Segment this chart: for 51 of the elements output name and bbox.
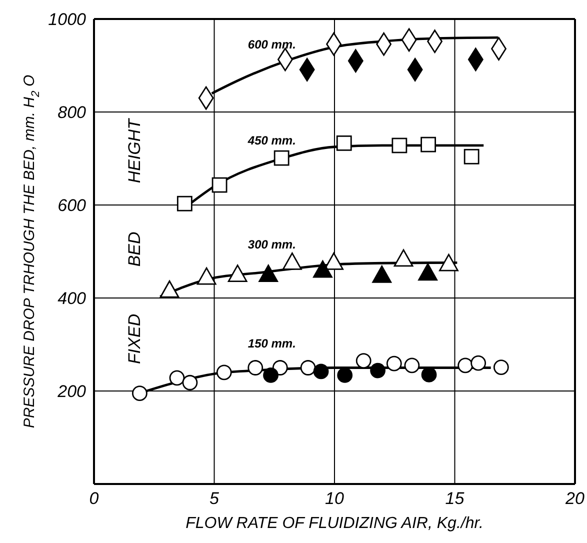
x-tick-label: 20 [564, 489, 585, 508]
point [418, 263, 438, 281]
point [176, 196, 192, 212]
annotation: FIXED [126, 314, 145, 364]
point [370, 362, 386, 378]
x-axis-title: FLOW RATE OF FLUIDIZING AIR, Kg./hr. [186, 515, 484, 532]
point [392, 138, 408, 154]
point [386, 356, 402, 372]
annotation: BED [126, 232, 145, 267]
point [160, 280, 180, 298]
x-tick-label: 5 [210, 489, 220, 508]
point [274, 150, 290, 166]
point [212, 177, 228, 193]
point [132, 386, 148, 402]
y-tick-label: 200 [56, 382, 87, 402]
point [420, 136, 436, 152]
point [470, 355, 486, 371]
annotation: 300 mm. [248, 238, 296, 252]
point [404, 358, 420, 374]
annotation: HEIGHT [126, 117, 145, 184]
point [372, 266, 392, 283]
point [182, 374, 198, 390]
point [196, 267, 216, 285]
point [439, 254, 458, 272]
x-tick-label: 0 [89, 489, 100, 508]
point [228, 264, 248, 282]
point [169, 370, 185, 386]
point [248, 360, 264, 376]
x-tick-label: 15 [445, 489, 465, 508]
point [458, 358, 474, 374]
point [282, 252, 302, 270]
y-tick-label: 600 [58, 196, 87, 216]
point [337, 367, 353, 383]
point [336, 135, 352, 151]
point [263, 367, 278, 383]
y-tick-label: 1000 [48, 10, 87, 30]
point [394, 249, 414, 267]
point [300, 360, 316, 376]
point [464, 148, 480, 164]
point [421, 367, 437, 382]
y-tick-label: 800 [58, 103, 87, 122]
y-tick-label: 400 [58, 289, 87, 308]
point [313, 260, 332, 278]
point [216, 364, 232, 380]
annotation: 600 mm. [248, 38, 296, 52]
point [324, 252, 344, 270]
x-tick-label: 10 [325, 489, 344, 508]
point [313, 364, 329, 380]
annotation: 150 mm. [248, 336, 296, 351]
annotation: 450 mm. [246, 133, 296, 148]
point [258, 264, 278, 282]
